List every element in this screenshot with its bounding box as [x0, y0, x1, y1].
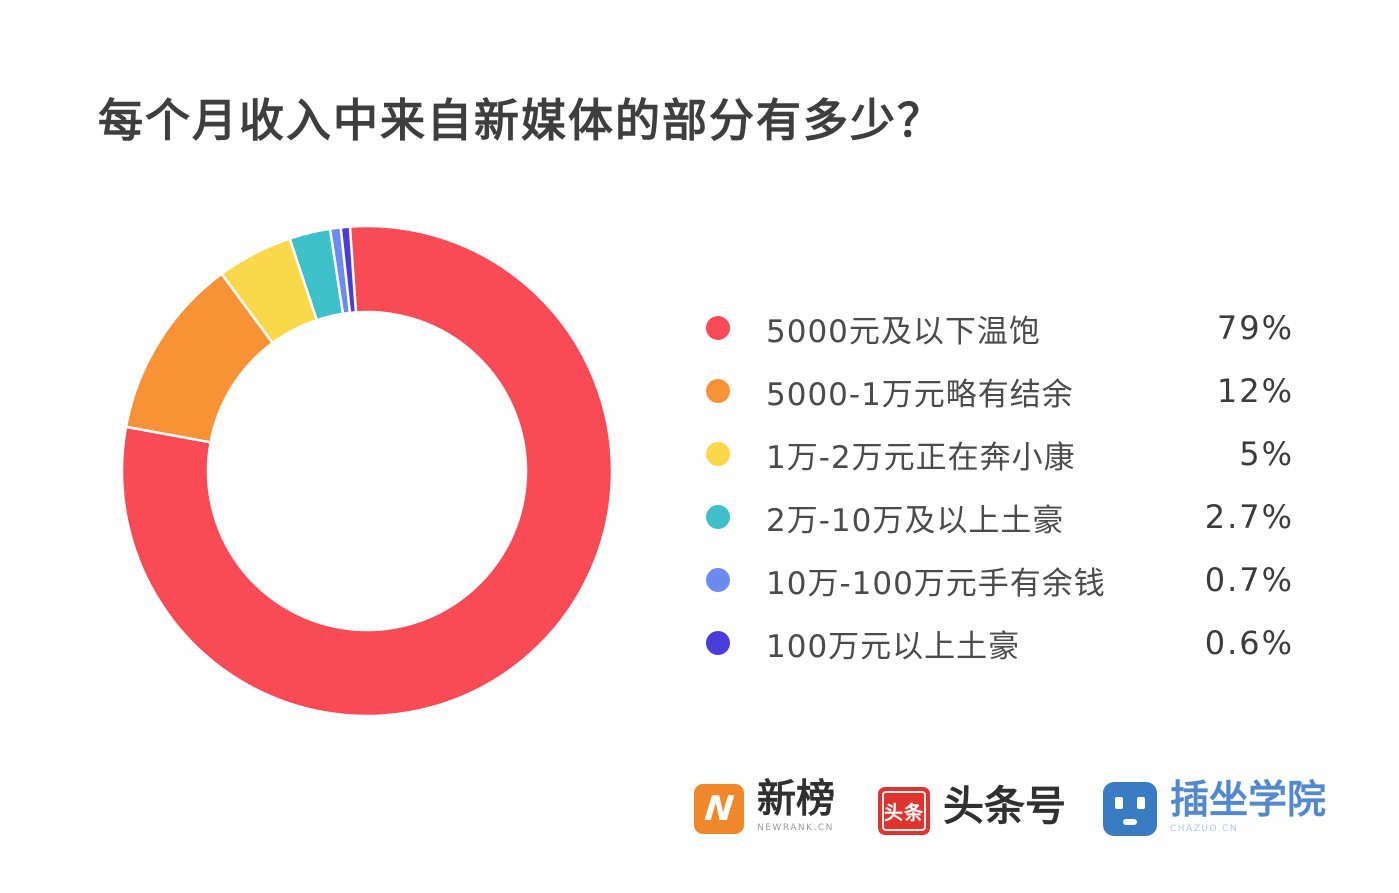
donut-slice — [339, 225, 358, 315]
chazuo-mouth-icon — [1123, 819, 1137, 825]
legend-label: 5000元及以下温饱 — [766, 313, 1041, 350]
newrank-badge-icon: N — [694, 784, 744, 834]
legend: 5000元及以下温饱 79% 5000-1万元略有结余 12% 1万-2万元正在… — [706, 309, 1294, 688]
donut-chart — [112, 216, 622, 726]
legend-color-dot — [706, 568, 730, 592]
legend-item: 5000元及以下温饱 79% — [706, 309, 1294, 350]
newrank-sublabel: NEWRANK.CN — [757, 823, 834, 834]
newrank-logo: N 新榜 NEWRANK.CN — [694, 778, 835, 834]
chart-title: 每个月收入中来自新媒体的部分有多少？ — [98, 94, 945, 147]
newrank-label: 新榜 — [757, 776, 836, 822]
legend-color-dot — [706, 316, 730, 340]
legend-value: 12% — [1216, 372, 1294, 410]
legend-color-dot — [706, 379, 730, 403]
legend-item: 2万-10万及以上土豪 2.7% — [706, 498, 1294, 539]
chazuo-eye-icon — [1115, 797, 1123, 809]
legend-color-dot — [706, 442, 730, 466]
chazuo-logo: 插坐学院 CHAZUO.CN — [1103, 778, 1326, 836]
legend-value: 0.7% — [1204, 561, 1294, 599]
chazuo-face-icon — [1103, 782, 1157, 836]
toutiao-badge-text: 头条 — [883, 801, 924, 824]
toutiao-badge-icon: 头条 — [878, 787, 930, 835]
legend-label: 2万-10万及以上土豪 — [766, 502, 1065, 539]
toutiao-label: 头条号 — [943, 781, 1066, 830]
newrank-n-glyph: N — [702, 789, 736, 829]
footer-logos: N 新榜 NEWRANK.CN 头条 头条号 插坐学院 CHAZU — [0, 778, 1399, 848]
chazuo-label: 插坐学院 — [1170, 777, 1327, 823]
legend-label: 5000-1万元略有结余 — [766, 376, 1074, 413]
legend-label: 100万元以上土豪 — [766, 628, 1021, 665]
legend-value: 0.6% — [1204, 624, 1294, 662]
legend-label: 1万-2万元正在奔小康 — [766, 439, 1076, 476]
legend-value: 2.7% — [1204, 498, 1294, 536]
legend-value: 79% — [1216, 309, 1294, 347]
legend-label: 10万-100万元手有余钱 — [766, 565, 1106, 602]
legend-value: 5% — [1239, 435, 1294, 473]
legend-item: 5000-1万元略有结余 12% — [706, 372, 1294, 413]
toutiao-logo: 头条 头条号 — [878, 778, 1066, 835]
legend-color-dot — [706, 631, 730, 655]
legend-item: 100万元以上土豪 0.6% — [706, 624, 1294, 665]
legend-item: 10万-100万元手有余钱 0.7% — [706, 561, 1294, 602]
chazuo-sublabel: CHAZUO.CN — [1170, 824, 1239, 835]
donut-slice — [120, 224, 614, 718]
legend-item: 1万-2万元正在奔小康 5% — [706, 435, 1294, 476]
donut-chart-svg — [120, 224, 614, 718]
legend-color-dot — [706, 505, 730, 529]
chazuo-eye-icon — [1137, 797, 1145, 809]
